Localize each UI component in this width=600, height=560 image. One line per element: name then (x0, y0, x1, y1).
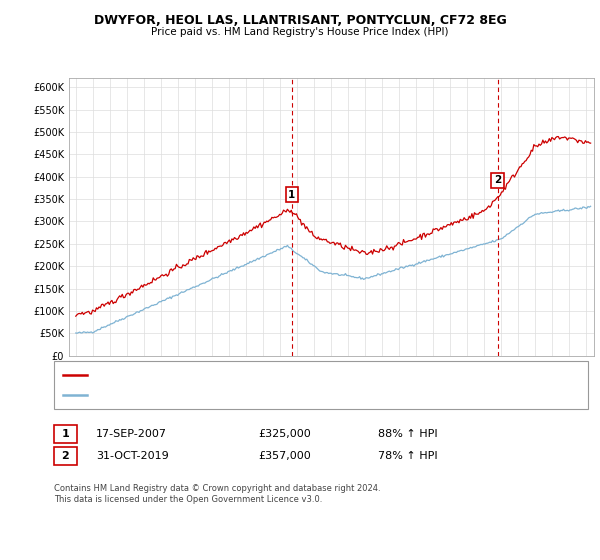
Text: 78% ↑ HPI: 78% ↑ HPI (378, 451, 437, 461)
Text: DWYFOR, HEOL LAS, LLANTRISANT, PONTYCLUN, CF72 8EG: DWYFOR, HEOL LAS, LLANTRISANT, PONTYCLUN… (94, 14, 506, 27)
Text: 1: 1 (62, 429, 69, 439)
Text: £325,000: £325,000 (258, 429, 311, 439)
Text: 31-OCT-2019: 31-OCT-2019 (96, 451, 169, 461)
Text: 1: 1 (288, 190, 295, 200)
Text: £357,000: £357,000 (258, 451, 311, 461)
Text: HPI: Average price, detached house, Rhondda Cynon Taf: HPI: Average price, detached house, Rhon… (92, 391, 359, 400)
Text: 2: 2 (62, 451, 69, 461)
Text: Price paid vs. HM Land Registry's House Price Index (HPI): Price paid vs. HM Land Registry's House … (151, 27, 449, 37)
Text: Contains HM Land Registry data © Crown copyright and database right 2024.
This d: Contains HM Land Registry data © Crown c… (54, 484, 380, 504)
Text: DWYFOR, HEOL LAS, LLANTRISANT, PONTYCLUN, CF72 8EG (detached house): DWYFOR, HEOL LAS, LLANTRISANT, PONTYCLUN… (92, 370, 458, 379)
Text: 17-SEP-2007: 17-SEP-2007 (96, 429, 167, 439)
Text: 88% ↑ HPI: 88% ↑ HPI (378, 429, 437, 439)
Text: 2: 2 (494, 175, 501, 185)
